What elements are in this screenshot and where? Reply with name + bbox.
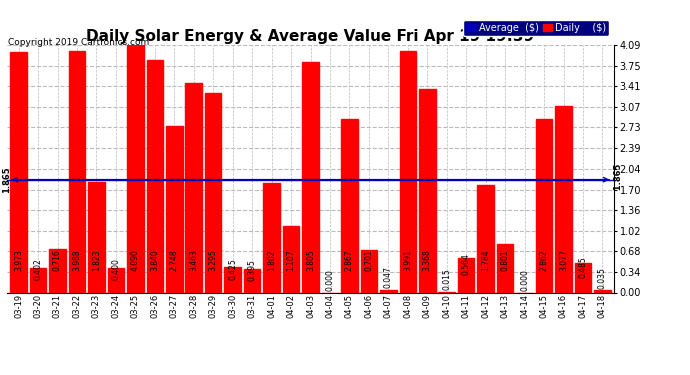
Bar [186, 83, 202, 292]
Legend: Average  ($), Daily    ($): Average ($), Daily ($) [463, 20, 609, 36]
Bar [380, 290, 397, 292]
Text: 1.802: 1.802 [267, 250, 276, 272]
Text: Copyright 2019 Cartronics.com: Copyright 2019 Cartronics.com [8, 38, 149, 47]
Text: 0.047: 0.047 [384, 267, 393, 288]
Text: 4.090: 4.090 [131, 249, 140, 272]
Bar [166, 126, 183, 292]
Bar [69, 51, 86, 292]
Text: 0.035: 0.035 [598, 267, 607, 289]
Bar [264, 183, 280, 292]
Bar [419, 89, 435, 292]
Text: 0.000: 0.000 [520, 269, 529, 291]
Bar [361, 250, 377, 292]
Text: 3.077: 3.077 [559, 249, 568, 272]
Bar [127, 45, 144, 292]
Bar [497, 244, 513, 292]
Text: 3.840: 3.840 [150, 250, 159, 272]
Text: 1.865: 1.865 [2, 166, 12, 193]
Bar [108, 268, 124, 292]
Text: 3.463: 3.463 [189, 249, 198, 272]
Bar [400, 51, 416, 292]
Text: 3.295: 3.295 [208, 250, 217, 272]
Bar [283, 225, 299, 292]
Text: 3.988: 3.988 [72, 250, 81, 272]
Bar [555, 106, 572, 292]
Bar [341, 119, 357, 292]
Text: 0.395: 0.395 [248, 259, 257, 280]
Text: 3.805: 3.805 [306, 250, 315, 272]
Bar [458, 258, 475, 292]
Text: 0.701: 0.701 [364, 250, 373, 272]
Text: 0.801: 0.801 [501, 250, 510, 272]
Bar [535, 119, 552, 292]
Bar [146, 60, 163, 292]
Text: 0.400: 0.400 [111, 258, 120, 280]
Text: 0.485: 0.485 [578, 256, 587, 278]
Bar [205, 93, 221, 292]
Bar [575, 263, 591, 292]
Bar [594, 290, 611, 292]
Text: 1.784: 1.784 [481, 250, 490, 272]
Bar [477, 184, 494, 292]
Text: 3.973: 3.973 [14, 249, 23, 272]
Text: 0.716: 0.716 [53, 250, 62, 272]
Bar [30, 268, 46, 292]
Text: 3.368: 3.368 [423, 250, 432, 272]
Bar [49, 249, 66, 292]
Text: 1.823: 1.823 [92, 250, 101, 272]
Bar [88, 182, 105, 292]
Text: 1.865: 1.865 [614, 164, 623, 196]
Text: 2.862: 2.862 [540, 250, 549, 272]
Text: 0.000: 0.000 [326, 269, 335, 291]
Text: 2.867: 2.867 [345, 250, 354, 272]
Title: Daily Solar Energy & Average Value Fri Apr 19 19:39: Daily Solar Energy & Average Value Fri A… [86, 29, 535, 44]
Text: 0.564: 0.564 [462, 254, 471, 275]
Text: 3.991: 3.991 [404, 250, 413, 272]
Bar [302, 62, 319, 292]
Text: 0.402: 0.402 [34, 259, 43, 280]
Bar [244, 268, 260, 292]
Text: 2.748: 2.748 [170, 250, 179, 272]
Bar [224, 267, 241, 292]
Text: 1.107: 1.107 [286, 250, 295, 272]
Text: 0.425: 0.425 [228, 258, 237, 280]
Bar [10, 52, 27, 292]
Text: 0.015: 0.015 [442, 268, 451, 290]
